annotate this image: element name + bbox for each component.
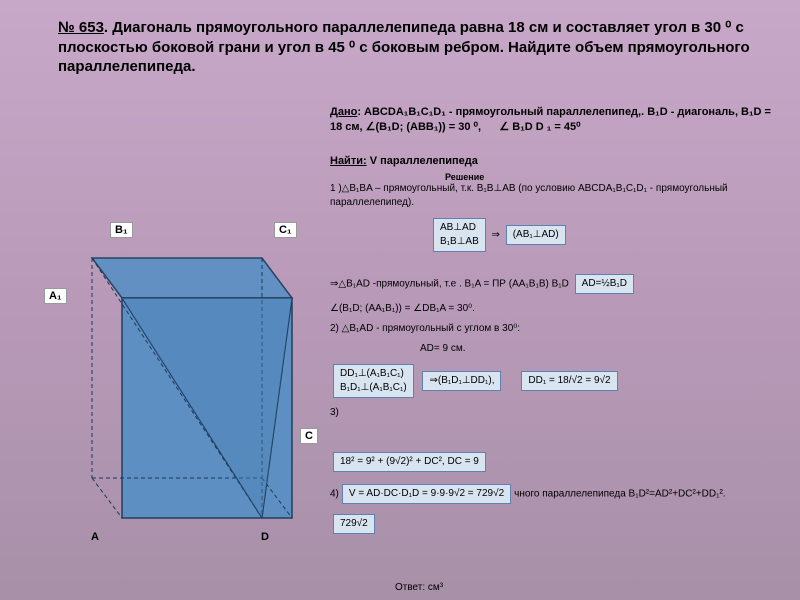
answer-line: Ответ: см³ — [395, 582, 443, 593]
given-text: : ABCDA₁B₁C₁D₁ - прямоугольный параллеле… — [330, 106, 771, 133]
step-2a: ⇒△B₁AD -прямоульный, т.е . B₁A = ПР (AA₁… — [330, 279, 569, 290]
formula-3a: DD₁⊥(A₁B₁C₁)B₁D₁⊥(A₁B₁C₁) — [333, 364, 414, 398]
vertex-c1: C₁ — [274, 222, 297, 238]
title-text: . Диагональ прямоугольного параллелепипе… — [58, 19, 750, 75]
solution-block: 1 )△B₁BA – прямоугольный, т.к. B₁B⊥AB (п… — [330, 182, 790, 542]
vertex-a: A — [87, 530, 103, 544]
formula-3c: DD₁ = 18/√2 = 9√2 — [521, 371, 617, 391]
formula-1b: (AB₁⊥AD) — [506, 225, 566, 245]
find-block: Найти: V параллелепипеда — [330, 155, 478, 167]
formula-3b: ⇒(B₁D₁⊥DD₁), — [422, 371, 501, 391]
formula-1a: AB⊥ADB₁B⊥AB — [433, 218, 486, 252]
step-1: 1 )△B₁BA – прямоугольный, т.к. B₁B⊥AB (п… — [330, 182, 790, 210]
find-text: V параллелепипеда — [370, 155, 478, 167]
parallelepiped-diagram: B₁ C₁ A₁ C A D — [62, 238, 322, 548]
problem-number: № 653 — [58, 19, 104, 36]
problem-title: № 653. Диагональ прямоугольного параллел… — [58, 18, 780, 77]
formula-5: V = AD·DC·D₁D = 9·9·9√2 = 729√2 — [342, 484, 511, 504]
given-block: Дано: ABCDA₁B₁C₁D₁ - прямоугольный парал… — [330, 105, 785, 136]
formula-4: 18² = 9² + (9√2)² + DC², DC = 9 — [333, 452, 486, 472]
step-2b: ∠(B₁D; (AA₁B₁)) = ∠DB₁A = 30⁰. — [330, 302, 790, 316]
formula-6: 729√2 — [333, 514, 375, 534]
vertex-d: D — [257, 530, 273, 544]
formula-2: AD=½B₁D — [575, 274, 634, 294]
vertex-b1: B₁ — [110, 222, 133, 238]
step-3: 2) △B₁AD - прямоугольный с углом в 30⁰: — [330, 322, 790, 336]
step-5: 4)V = AD·DC·D₁D = 9·9·9√2 = 729√2чного п… — [330, 482, 790, 506]
vertex-c: C — [300, 428, 318, 444]
vertex-a1: A₁ — [44, 288, 67, 304]
solution-label: Решение — [445, 172, 484, 182]
find-label: Найти: — [330, 155, 367, 167]
step-4: 3) — [330, 406, 790, 420]
step-3b: AD= 9 см. — [420, 342, 790, 356]
